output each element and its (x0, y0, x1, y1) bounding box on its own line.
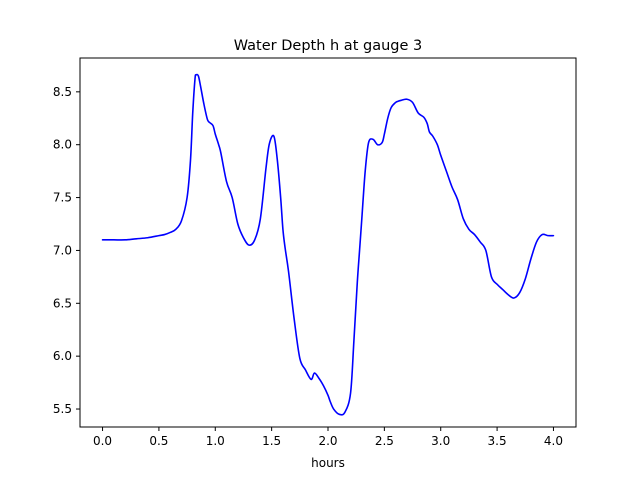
y-tick-label: 5.5 (53, 402, 72, 416)
x-tick-label: 2.0 (318, 434, 337, 448)
x-tick-label: 0.0 (93, 434, 112, 448)
x-axis-label: hours (311, 456, 345, 470)
x-tick-label: 4.0 (544, 434, 563, 448)
series-line (101, 73, 555, 416)
x-tick-label: 1.5 (262, 434, 281, 448)
plot-area (80, 58, 576, 427)
y-tick-label: 8.0 (53, 138, 72, 152)
y-axis-ticks: 5.5 6.0 6.5 7.0 7.5 8.0 8.5 (53, 85, 80, 416)
x-tick-label: 1.0 (206, 434, 225, 448)
chart-title: Water Depth h at gauge 3 (234, 38, 422, 54)
x-tick-label: 3.0 (431, 434, 450, 448)
x-tick-label: 0.5 (149, 434, 168, 448)
x-tick-label: 3.5 (488, 434, 507, 448)
x-tick-label: 2.5 (375, 434, 394, 448)
y-tick-label: 7.0 (53, 243, 72, 257)
y-tick-label: 7.5 (53, 191, 72, 205)
y-tick-label: 6.5 (53, 296, 72, 310)
y-tick-label: 8.5 (53, 85, 72, 99)
y-tick-label: 6.0 (53, 349, 72, 363)
x-axis-ticks: 0.0 0.5 1.0 1.5 2.0 2.5 3.0 3.5 4.0 (93, 427, 563, 448)
plot-frame (79, 57, 577, 428)
